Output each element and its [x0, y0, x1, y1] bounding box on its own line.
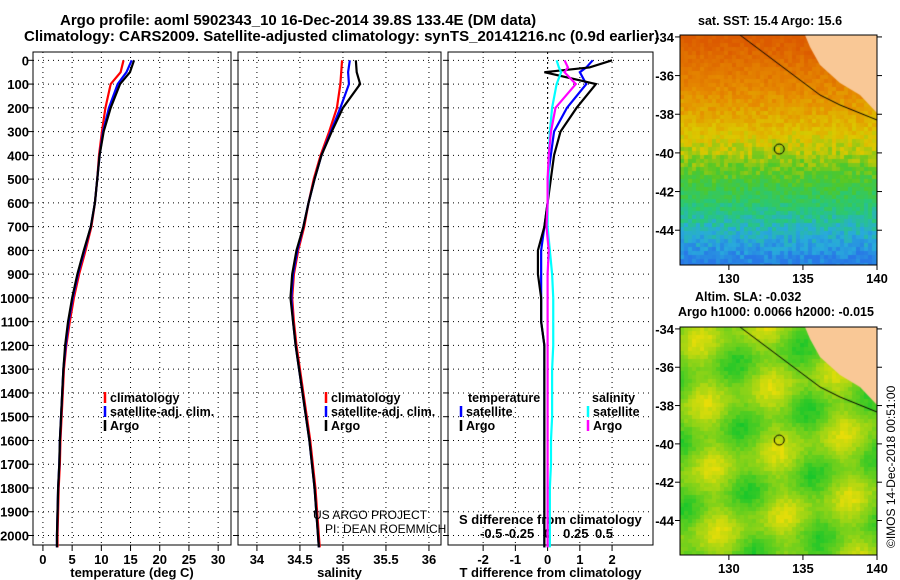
- credit-project: US ARGO PROJECT: [313, 508, 428, 522]
- imos-timestamp: ©IMOS 14-Dec-2018 00:51:00: [884, 385, 898, 548]
- x-tick-label: 0: [39, 552, 46, 567]
- legend-label: satellite-adj. clim.: [110, 405, 214, 419]
- panel-1: 0 5 10 15 20 25 300100200300400500600700800900…: [0, 51, 232, 580]
- x-axis-label: T difference from climatology: [459, 565, 642, 580]
- series-satellite-adj-clim-: [55, 59, 133, 548]
- x-axis-label: salinity: [317, 565, 363, 580]
- s-tick-label: -0.25: [505, 526, 535, 541]
- legend-title-temperature: temperature: [468, 391, 540, 405]
- x-tick-label: 25: [182, 552, 196, 567]
- depth-tick-label: 200: [7, 101, 29, 116]
- panel-2: 34 34.5 35 35.5 36 salinity climatologysatelli…: [233, 51, 442, 580]
- legend-label: Argo: [110, 419, 140, 433]
- depth-tick-label: 400: [7, 148, 29, 163]
- credit-pi: PI: DEAN ROEMMICH: [325, 522, 447, 536]
- x-tick-label: 35.5: [373, 552, 398, 567]
- depth-tick-label: 1900: [0, 505, 29, 520]
- depth-tick-label: 500: [7, 172, 29, 187]
- depth-tick-label: 1600: [0, 433, 29, 448]
- x-tick-label: 20: [153, 552, 167, 567]
- depth-tick-label: 100: [7, 77, 29, 92]
- series-salinity-satellite: [546, 59, 563, 548]
- legend-label: Argo: [593, 419, 623, 433]
- s-tick-label: -0.5: [480, 526, 502, 541]
- x-tick-label: 5: [69, 552, 76, 567]
- x-tick-label: -1: [510, 552, 522, 567]
- legend-title-salinity: salinity: [592, 391, 635, 405]
- depth-tick-label: 800: [7, 243, 29, 258]
- depth-tick-label: 700: [7, 220, 29, 235]
- series-temperature-argo: [536, 59, 613, 548]
- legend-label: Argo: [331, 419, 361, 433]
- series-argo: [289, 60, 362, 548]
- series-climatology: [291, 60, 344, 548]
- depth-tick-label: 1100: [1, 315, 29, 330]
- x-tick-label: 15: [123, 552, 137, 567]
- x-tick-label: 30: [211, 552, 225, 567]
- depth-tick-label: 1400: [0, 386, 29, 401]
- x-tick-label: 34: [250, 552, 265, 567]
- depth-tick-label: 1300: [0, 362, 29, 377]
- depth-tick-label: 1500: [0, 410, 29, 425]
- sst-map-title: sat. SST: 15.4 Argo: 15.6: [698, 14, 843, 28]
- series-argo: [55, 59, 136, 548]
- plot-frame: [32, 51, 232, 546]
- series-salinity-argo: [545, 59, 578, 548]
- sst-map: [680, 35, 877, 265]
- plot-frame: [237, 51, 442, 546]
- depth-tick-label: 1800: [0, 481, 29, 496]
- s-tick-label: 0.25: [563, 526, 588, 541]
- sla-map-title: Altim. SLA: -0.032: [695, 290, 802, 304]
- panel-3: -2 -1 0 1 2T difference from climatology -0.5…: [443, 51, 654, 580]
- legend-label: satellite: [466, 405, 513, 419]
- sla-map: [680, 327, 877, 555]
- x-axis-label: temperature (deg C): [70, 565, 194, 580]
- depth-tick-label: 900: [7, 267, 29, 282]
- s-tick-label: 0.5: [595, 526, 613, 541]
- sla-map-subtitle: Argo h1000: 0.0066 h2000: -0.015: [678, 305, 874, 319]
- x-tick-label: 1: [576, 552, 583, 567]
- legend-label: satellite: [593, 405, 640, 419]
- legend-label: satellite-adj. clim.: [331, 405, 435, 419]
- x-tick-label: 34.5: [287, 552, 312, 567]
- x-tick-label: 2: [608, 552, 615, 567]
- series-climatology: [56, 60, 125, 548]
- legend-label: climatology: [331, 391, 401, 405]
- depth-tick-label: 600: [7, 196, 29, 211]
- x-tick-label: 35: [336, 552, 350, 567]
- figure-title: Argo profile: aoml 5902343_10 16-Dec-201…: [60, 12, 537, 29]
- depth-tick-label: 300: [7, 125, 29, 140]
- series-satellite-adj-clim-: [290, 60, 351, 548]
- x-tick-label: -2: [477, 552, 489, 567]
- x-tick-label: 10: [94, 552, 108, 567]
- x-tick-label: 0: [544, 552, 551, 567]
- depth-tick-label: 1200: [0, 338, 29, 353]
- x-tick-label: 36: [422, 552, 436, 567]
- depth-tick-label: 2000: [0, 528, 29, 543]
- depth-tick-label: 1700: [0, 457, 29, 472]
- legend-label: Argo: [466, 419, 496, 433]
- legend-label: climatology: [110, 391, 180, 405]
- depth-tick-label: 1000: [0, 291, 29, 306]
- depth-tick-label: 0: [22, 53, 29, 68]
- figure-subtitle: Climatology: CARS2009. Satellite-adjuste…: [24, 28, 660, 45]
